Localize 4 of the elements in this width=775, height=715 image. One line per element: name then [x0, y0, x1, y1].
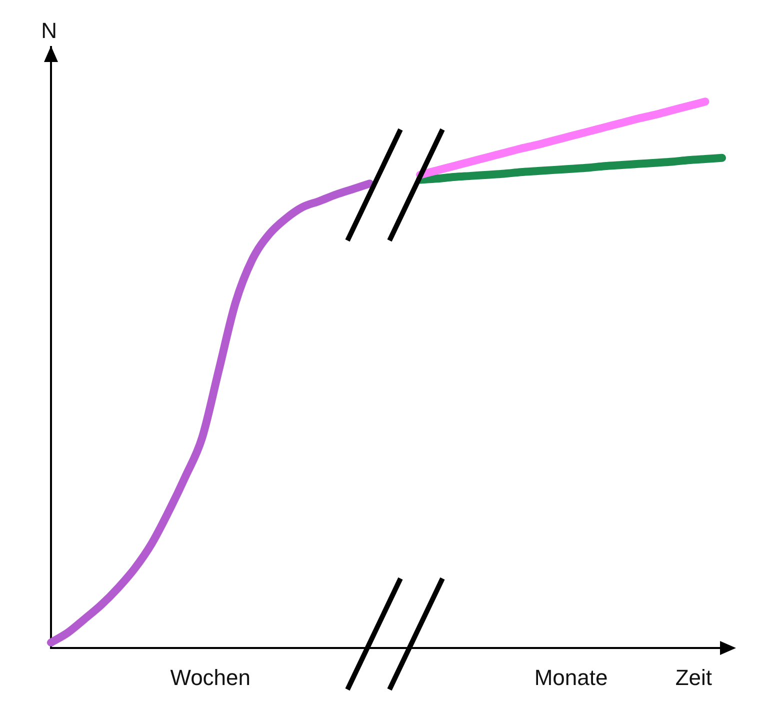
text: Monate — [534, 665, 608, 690]
y-axis-title: N — [41, 18, 57, 43]
text: Wochen — [170, 665, 251, 690]
x-axis-title: Zeit — [675, 665, 712, 690]
